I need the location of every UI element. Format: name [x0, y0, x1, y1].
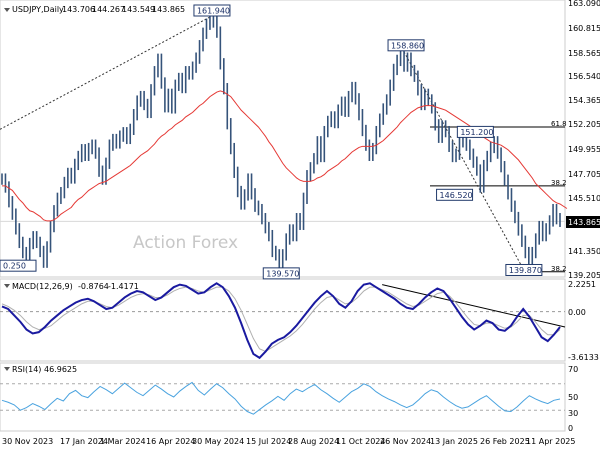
macd-label: MACD(12,26,9) [12, 282, 73, 291]
date-tick: 28 Aug 2024 [288, 437, 339, 446]
price-annotation-box [193, 4, 231, 17]
price-tick: 154.365 [568, 96, 600, 105]
macd-trendline [382, 284, 566, 328]
ohlc-low: 143.549 [122, 5, 155, 14]
price-annotation-box [0, 259, 37, 272]
rsi-collapse-icon[interactable] [4, 367, 10, 371]
macd-value: -0.8764 [78, 282, 109, 291]
date-tick: 17 Jan 2024 [60, 437, 108, 446]
price-annotation-label: 151.200 [460, 128, 493, 137]
last-price-label: 143.865 [568, 218, 600, 227]
last-price-badge [566, 216, 600, 228]
date-tick: 30 May 2024 [192, 437, 244, 446]
date-tick: 11 Oct 2024 [336, 437, 385, 446]
rsi-line [1, 381, 561, 415]
date-tick: 16 Apr 2024 [146, 437, 195, 446]
collapse-triangle-icon[interactable] [4, 8, 10, 12]
price-tick: 139.205 [568, 271, 600, 280]
rsi-tick: 70 [568, 365, 578, 374]
price-annotation-label: 139.570 [266, 269, 299, 278]
date-tick: 11 Apr 2025 [526, 437, 575, 446]
macd-collapse-icon[interactable] [4, 284, 10, 288]
macd-tick: -3.6133 [568, 353, 599, 362]
trendline-dotted [403, 51, 523, 267]
ohlc-open: 143.706 [62, 5, 95, 14]
date-tick: 26 Feb 2025 [480, 437, 530, 446]
rsi-tick: 30 [568, 409, 578, 418]
watermark: Action Forex [133, 233, 238, 253]
fib-level-label: 38.2 [551, 265, 567, 273]
price-tick: 160.815 [568, 24, 600, 33]
rsi-label: RSI(14) [12, 365, 41, 374]
price-annotation-box [387, 39, 425, 52]
price-annotation-label: 158.860 [391, 41, 424, 50]
price-tick: 149.955 [568, 145, 600, 154]
macd-tick: 0.00 [568, 308, 586, 317]
macd-line [1, 282, 561, 360]
fib-level-label: 61.8 [551, 120, 567, 128]
price-tick: 147.705 [568, 170, 600, 179]
price-axis: 163.090 160.815 158.565 156.540 154.365 … [568, 0, 600, 280]
price-annotation-label: 146.520 [440, 191, 473, 200]
price-annotation-box [436, 188, 474, 201]
price-annotation-box [262, 267, 300, 280]
date-tick: 26 Nov 2024 [380, 437, 431, 446]
price-annotation-box [505, 263, 543, 276]
ohlc-close: 143.865 [152, 5, 185, 14]
macd-tick: 2.2251 [568, 280, 596, 289]
price-tick: 141.350 [568, 247, 600, 256]
date-tick: 15 Jul 2024 [246, 437, 291, 446]
chart-title: USDJPY,Daily [12, 5, 64, 14]
price-annotation-label: 161.940 [197, 6, 230, 15]
price-tick: 158.565 [568, 49, 600, 58]
rsi-tick: 50 [568, 393, 578, 402]
price-tick: 163.090 [568, 0, 600, 8]
price-annotation-box [456, 125, 494, 138]
price-tick: 152.205 [568, 120, 600, 129]
price-tick: 145.510 [568, 194, 600, 203]
rsi-value: 46.9625 [44, 365, 77, 374]
rsi-tick: 0 [568, 424, 573, 433]
price-tick: 156.540 [568, 72, 600, 81]
macd-signal-value: -1.4171 [108, 282, 139, 291]
date-tick: 13 Jan 2025 [430, 437, 478, 446]
date-tick: 30 Nov 2023 [2, 437, 53, 446]
chart-marks: 61.8 38.2 38.2 161.940 139.570 158.860 151.200… [0, 4, 568, 415]
price-annotation-label: 0.250 [3, 262, 26, 271]
date-tick: 1 Mar 2024 [100, 437, 146, 446]
price-annotation-label: 139.870 [509, 266, 542, 275]
fib-level-label: 38.2 [551, 179, 567, 187]
ohlc-high: 144.267 [92, 5, 125, 14]
date-axis: 30 Nov 2023 17 Jan 2024 1 Mar 2024 16 Ap… [2, 437, 575, 446]
rsi-panel-frame [0, 362, 566, 432]
